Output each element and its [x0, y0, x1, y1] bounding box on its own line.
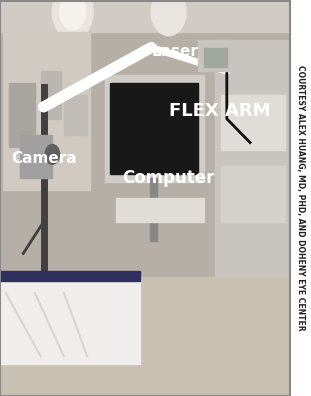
Circle shape [151, 0, 186, 36]
Bar [116, 198, 204, 222]
Bar [110, 83, 198, 174]
Bar [64, 95, 87, 135]
Text: Camera: Camera [12, 151, 77, 166]
Bar [105, 75, 204, 182]
Bar [3, 32, 90, 190]
Circle shape [45, 145, 60, 164]
Bar [0, 0, 291, 277]
Text: FLEX ARM: FLEX ARM [169, 102, 270, 120]
Bar [221, 166, 285, 222]
Bar [0, 277, 291, 396]
Text: Computer: Computer [122, 169, 215, 187]
Bar [203, 48, 227, 67]
Bar [0, 277, 140, 364]
Bar [41, 71, 61, 119]
Bar [0, 271, 140, 281]
Bar [9, 83, 35, 147]
Circle shape [60, 0, 86, 30]
Bar [20, 135, 52, 178]
Bar [221, 95, 285, 150]
Text: COURTESY ALEX HUANG, MD, PHD, AND DOHENY EYE CENTER: COURTESY ALEX HUANG, MD, PHD, AND DOHENY… [296, 65, 305, 331]
Bar [198, 40, 233, 71]
Text: Laser: Laser [151, 44, 198, 59]
Bar [215, 40, 291, 277]
Bar [0, 0, 291, 32]
Circle shape [52, 0, 93, 40]
